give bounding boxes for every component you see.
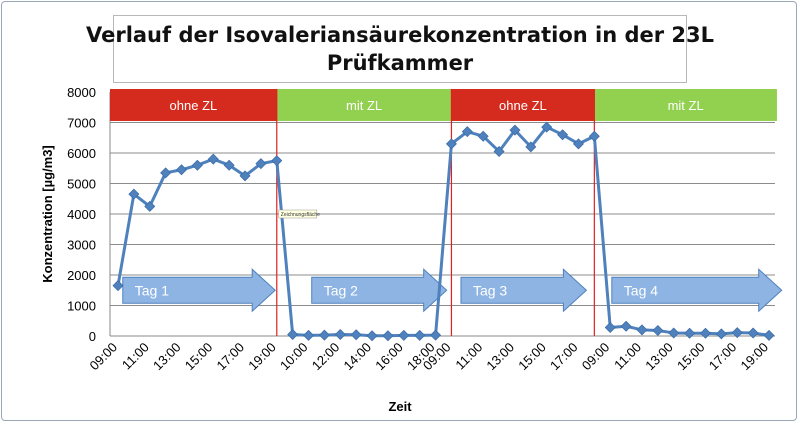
data-point bbox=[160, 167, 172, 179]
day-arrow bbox=[460, 268, 588, 313]
data-point bbox=[445, 138, 457, 150]
data-point bbox=[382, 330, 394, 342]
day-arrow-label: Tag 2 bbox=[324, 282, 358, 298]
data-point bbox=[763, 329, 775, 341]
y-tick-label: 7000 bbox=[67, 116, 96, 131]
data-point bbox=[715, 328, 727, 340]
data-point bbox=[572, 138, 584, 150]
data-point bbox=[287, 328, 299, 340]
data-point bbox=[144, 200, 156, 212]
x-tick-label: 15:00 bbox=[515, 340, 549, 374]
phase-band-label: mit ZL bbox=[668, 98, 704, 113]
x-tick-label: 13:00 bbox=[483, 340, 517, 374]
data-point bbox=[176, 164, 188, 176]
chart-title-line-1: Verlauf der Isovaleriansäurekonzentratio… bbox=[85, 23, 715, 47]
data-point bbox=[620, 320, 632, 332]
data-point bbox=[318, 329, 330, 341]
data-point bbox=[636, 324, 648, 336]
chart-title-line-2: Prüfkammer bbox=[326, 51, 474, 75]
y-tick-label: 5000 bbox=[67, 177, 96, 192]
data-point bbox=[414, 329, 426, 341]
data-point bbox=[334, 328, 346, 340]
data-point bbox=[525, 141, 537, 153]
day-arrow bbox=[122, 268, 276, 313]
day-arrow-label: Tag 1 bbox=[135, 282, 169, 298]
chart-title-box[interactable]: Verlauf der Isovaleriansäurekonzentratio… bbox=[86, 15, 714, 83]
x-tick-label: 19:00 bbox=[245, 340, 279, 374]
x-tick-label: 17:00 bbox=[214, 340, 248, 374]
phase-band-label: mit ZL bbox=[346, 98, 382, 113]
x-tick-label: 09:00 bbox=[87, 340, 121, 374]
data-point bbox=[207, 153, 219, 165]
phase-band bbox=[594, 89, 777, 121]
phase-band bbox=[276, 89, 452, 121]
data-point bbox=[747, 327, 759, 339]
phase-band-label: ohne ZL bbox=[499, 98, 547, 113]
y-tick-label: 1000 bbox=[67, 299, 96, 314]
day-arrow bbox=[611, 268, 783, 313]
x-tick-label: 15:00 bbox=[674, 340, 708, 374]
data-point bbox=[366, 330, 378, 342]
data-point bbox=[588, 130, 600, 142]
data-point bbox=[557, 129, 569, 141]
x-tick-label: 19:00 bbox=[738, 340, 772, 374]
data-point bbox=[128, 188, 140, 200]
data-point bbox=[191, 159, 203, 171]
data-point bbox=[699, 327, 711, 339]
data-point bbox=[271, 155, 283, 167]
x-tick-label: 13:00 bbox=[642, 340, 676, 374]
data-point bbox=[541, 121, 553, 133]
x-tick-label: 11:00 bbox=[119, 340, 152, 373]
y-tick-label: 4000 bbox=[67, 207, 96, 222]
data-point bbox=[461, 126, 473, 138]
x-tick-label: 11:00 bbox=[452, 340, 485, 373]
data-point bbox=[604, 321, 616, 333]
x-tick-label: 17:00 bbox=[706, 340, 740, 374]
data-point bbox=[223, 159, 235, 171]
x-tick-label: 12:00 bbox=[309, 340, 343, 374]
x-tick-label: 15:00 bbox=[182, 340, 216, 374]
y-tick-label: 0 bbox=[89, 329, 96, 344]
x-tick-label: 14:00 bbox=[341, 340, 375, 374]
data-point bbox=[112, 280, 124, 292]
data-point bbox=[398, 329, 410, 341]
tooltip-text: Zeichnungsfläche bbox=[281, 212, 320, 218]
y-tick-label: 6000 bbox=[67, 146, 96, 161]
data-point bbox=[731, 327, 743, 339]
phase-band-label: ohne ZL bbox=[170, 98, 218, 113]
day-arrow-label: Tag 4 bbox=[624, 282, 658, 298]
x-tick-label: 16:00 bbox=[372, 340, 406, 374]
data-point bbox=[239, 170, 251, 182]
data-point bbox=[509, 124, 521, 136]
data-point bbox=[493, 145, 505, 157]
tooltip-box bbox=[278, 209, 318, 219]
phase-band bbox=[451, 89, 595, 121]
data-point bbox=[350, 329, 362, 341]
y-tick-label: 3000 bbox=[67, 238, 96, 253]
x-tick-label: 13:00 bbox=[150, 340, 184, 374]
x-tick-label: 10:00 bbox=[277, 340, 311, 374]
x-tick-label: 17:00 bbox=[547, 340, 581, 374]
data-point bbox=[477, 130, 489, 142]
data-point bbox=[684, 327, 696, 339]
data-point bbox=[652, 325, 664, 337]
phase-band bbox=[110, 89, 277, 121]
data-point bbox=[430, 329, 442, 341]
y-tick-label: 2000 bbox=[67, 268, 96, 283]
x-tick-label: 09:00 bbox=[579, 340, 613, 374]
y-axis-title: Konzentration [µg/m3] bbox=[40, 145, 55, 282]
x-axis-title: Zeit bbox=[388, 399, 412, 414]
data-point bbox=[303, 329, 315, 341]
data-point bbox=[668, 327, 680, 339]
day-arrow-label: Tag 3 bbox=[473, 282, 507, 298]
data-point bbox=[255, 158, 267, 170]
y-tick-label: 8000 bbox=[67, 85, 96, 100]
x-tick-label: 11:00 bbox=[611, 340, 644, 373]
day-arrow bbox=[311, 268, 448, 313]
